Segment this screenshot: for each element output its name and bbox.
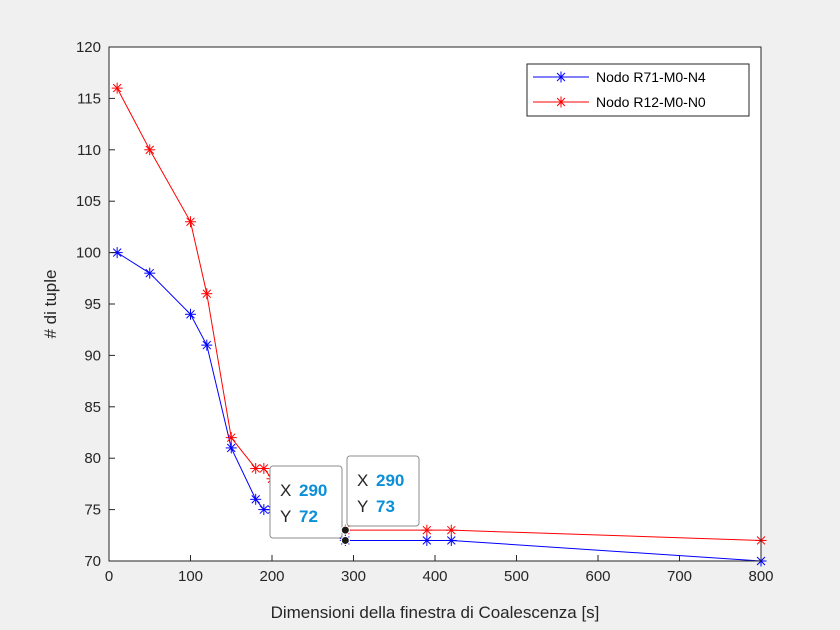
series-2-point-2: [185, 216, 196, 228]
series-2-point-6: [258, 462, 270, 474]
legend-box: [526, 63, 750, 117]
series-1-point-2: [185, 308, 196, 320]
y-tick-label-5: 95: [84, 296, 101, 313]
x-tick-label-5: 500: [504, 568, 529, 585]
x-tick-label-1: 100: [178, 568, 203, 585]
datatip-2-x-value: 290: [376, 471, 404, 490]
series-layer: [111, 82, 767, 567]
x-axis-label: Dimensioni della finestra di Coalescenza…: [271, 603, 600, 622]
datatip-2-y-value: 73: [376, 497, 395, 516]
legend-marker-1: [555, 71, 567, 83]
series-1-point-3: [201, 339, 213, 351]
datatip-2-box: [346, 455, 420, 527]
series-2-point-5: [250, 462, 262, 474]
datatip-2[interactable]: X 290 Y 73: [346, 455, 420, 527]
series-1: [111, 247, 767, 567]
legend-marker-1-star: [555, 71, 567, 83]
x-tick-label-3: 300: [341, 568, 366, 585]
y-tick-label-9: 115: [77, 90, 101, 107]
datatip-1-x-value: 290: [299, 481, 327, 500]
datatip-1-y-value: 72: [299, 507, 318, 526]
series-2-point-9: [421, 524, 433, 536]
series-2-point-3: [201, 288, 213, 300]
y-tick-label-2: 80: [84, 450, 101, 467]
x-tick-label-6: 600: [585, 568, 610, 585]
legend-marker-2: [555, 96, 567, 108]
datatip-1-y-key: Y: [280, 507, 291, 526]
x-tick-label-4: 400: [422, 568, 447, 585]
datatip-1-x-key: X: [280, 481, 291, 500]
plot-area: [109, 47, 761, 561]
datatip-2-dot: [340, 525, 350, 535]
y-tick-label-1: 75: [84, 502, 101, 519]
y-tick-label-4: 90: [84, 347, 101, 364]
legend-label-2: Nodo R12-M0-N0: [596, 94, 706, 110]
x-tick-label-2: 200: [259, 568, 284, 585]
series-2-point-0: [111, 82, 123, 94]
datatip-dots: [340, 525, 350, 545]
series-2-point-4: [225, 432, 237, 444]
datatip-2-x-key: X: [357, 471, 368, 490]
y-tick-label-7: 105: [76, 193, 101, 210]
y-tick-label-0: 70: [84, 553, 101, 570]
series-2-point-1: [144, 144, 156, 156]
y-tick-label-3: 85: [84, 399, 101, 416]
legend-label-1: Nodo R71-M0-N4: [596, 69, 706, 85]
y-tick-label-10: 120: [76, 39, 101, 56]
x-tick-label-7: 700: [667, 568, 692, 585]
series-1-point-10: [445, 534, 457, 546]
y-tick-label-8: 110: [77, 142, 101, 159]
datatip-2-y-key: Y: [357, 497, 368, 516]
tick-layer: 0 100 200 300 400 500 600 700 800 70 75 80 85 90 95 100…: [76, 39, 774, 585]
y-tick-label-6: 100: [76, 245, 101, 262]
datatip-1-box: [269, 465, 343, 539]
series-1-point-9: [421, 534, 433, 546]
plot-frame: [108, 46, 762, 562]
legend-marker-2-star: [555, 96, 567, 108]
series-1-point-5: [250, 493, 262, 505]
x-tick-label-8: 800: [748, 568, 773, 585]
series-2-point-10: [445, 524, 457, 536]
series-1-point-1: [144, 267, 156, 279]
y-axis-label: # di tuple: [41, 270, 60, 339]
x-tick-label-0: 0: [105, 568, 113, 585]
datatip-1[interactable]: X 290 Y 72: [269, 465, 343, 539]
series-1-point-4: [225, 442, 237, 454]
legend: Nodo R71-M0-N4 Nodo R12-M0-N0: [526, 63, 750, 117]
datatip-layer: X 290 Y 72 X 290 Y 73: [269, 455, 420, 545]
series-1-point-6: [258, 504, 270, 516]
datatip-1-dot: [340, 535, 350, 545]
